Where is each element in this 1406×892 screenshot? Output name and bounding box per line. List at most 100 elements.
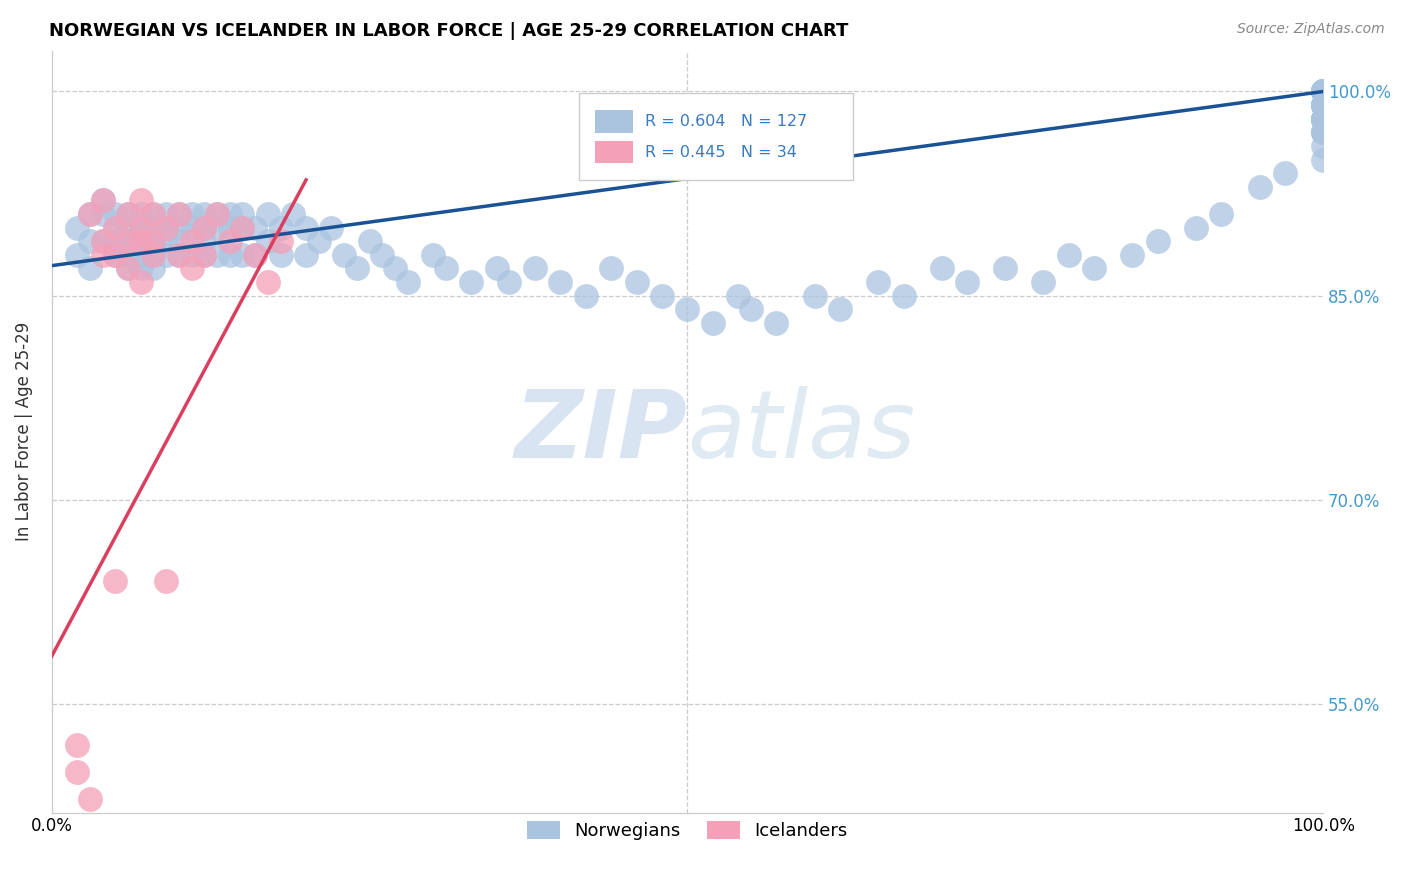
Point — [104, 234, 127, 248]
Point — [1312, 85, 1334, 99]
Point — [129, 275, 152, 289]
Point — [91, 248, 114, 262]
Point — [371, 248, 394, 262]
Text: atlas: atlas — [688, 386, 915, 477]
Legend: Norwegians, Icelanders: Norwegians, Icelanders — [522, 816, 853, 846]
Point — [283, 207, 305, 221]
Point — [1312, 85, 1334, 99]
Point — [66, 220, 89, 235]
Point — [205, 207, 228, 221]
Point — [142, 248, 165, 262]
Point — [129, 220, 152, 235]
Point — [91, 234, 114, 248]
Point — [155, 234, 177, 248]
Point — [727, 288, 749, 302]
Point — [270, 234, 292, 248]
Point — [1312, 98, 1334, 112]
Point — [117, 248, 139, 262]
Point — [104, 248, 127, 262]
Point — [79, 234, 101, 248]
Point — [117, 261, 139, 276]
Point — [994, 261, 1017, 276]
Point — [129, 234, 152, 248]
Point — [460, 275, 482, 289]
Point — [218, 220, 240, 235]
Point — [333, 248, 356, 262]
Point — [956, 275, 979, 289]
Point — [295, 220, 318, 235]
Point — [142, 234, 165, 248]
Point — [1312, 85, 1334, 99]
Point — [66, 764, 89, 779]
FancyBboxPatch shape — [579, 93, 852, 180]
Point — [205, 220, 228, 235]
Point — [117, 234, 139, 248]
Point — [180, 248, 202, 262]
Point — [1312, 98, 1334, 112]
Point — [104, 574, 127, 589]
Point — [321, 220, 343, 235]
Point — [129, 220, 152, 235]
Text: NORWEGIAN VS ICELANDER IN LABOR FORCE | AGE 25-29 CORRELATION CHART: NORWEGIAN VS ICELANDER IN LABOR FORCE | … — [49, 22, 849, 40]
Point — [167, 234, 190, 248]
Point — [155, 220, 177, 235]
Point — [651, 288, 673, 302]
Point — [243, 248, 266, 262]
Point — [167, 207, 190, 221]
Point — [1312, 112, 1334, 126]
Point — [231, 220, 253, 235]
Point — [167, 220, 190, 235]
Point — [1121, 248, 1143, 262]
Point — [1312, 85, 1334, 99]
Point — [66, 738, 89, 752]
Point — [1312, 112, 1334, 126]
Point — [66, 248, 89, 262]
Point — [803, 288, 825, 302]
Point — [129, 194, 152, 208]
Point — [1312, 125, 1334, 139]
Point — [218, 207, 240, 221]
Point — [1312, 112, 1334, 126]
Point — [117, 234, 139, 248]
Text: ZIP: ZIP — [515, 385, 688, 477]
Point — [626, 275, 648, 289]
Point — [231, 207, 253, 221]
Point — [308, 234, 330, 248]
Point — [180, 220, 202, 235]
Point — [1057, 248, 1080, 262]
Point — [117, 207, 139, 221]
Point — [205, 248, 228, 262]
Point — [180, 261, 202, 276]
Point — [1185, 220, 1208, 235]
FancyBboxPatch shape — [595, 141, 633, 163]
Point — [270, 248, 292, 262]
Point — [142, 234, 165, 248]
Point — [1312, 112, 1334, 126]
Point — [1312, 125, 1334, 139]
Point — [91, 207, 114, 221]
Point — [257, 207, 280, 221]
Point — [142, 207, 165, 221]
Point — [142, 261, 165, 276]
Point — [167, 248, 190, 262]
Point — [243, 220, 266, 235]
Point — [828, 302, 851, 317]
FancyBboxPatch shape — [595, 110, 633, 133]
Point — [79, 792, 101, 806]
Point — [765, 316, 787, 330]
Point — [550, 275, 572, 289]
Point — [180, 207, 202, 221]
Point — [931, 261, 953, 276]
Point — [104, 207, 127, 221]
Point — [346, 261, 368, 276]
Point — [575, 288, 598, 302]
Point — [434, 261, 457, 276]
Point — [893, 288, 915, 302]
Point — [193, 220, 215, 235]
Point — [702, 316, 724, 330]
Point — [231, 220, 253, 235]
Point — [218, 248, 240, 262]
Point — [167, 248, 190, 262]
Point — [79, 261, 101, 276]
Point — [1211, 207, 1233, 221]
